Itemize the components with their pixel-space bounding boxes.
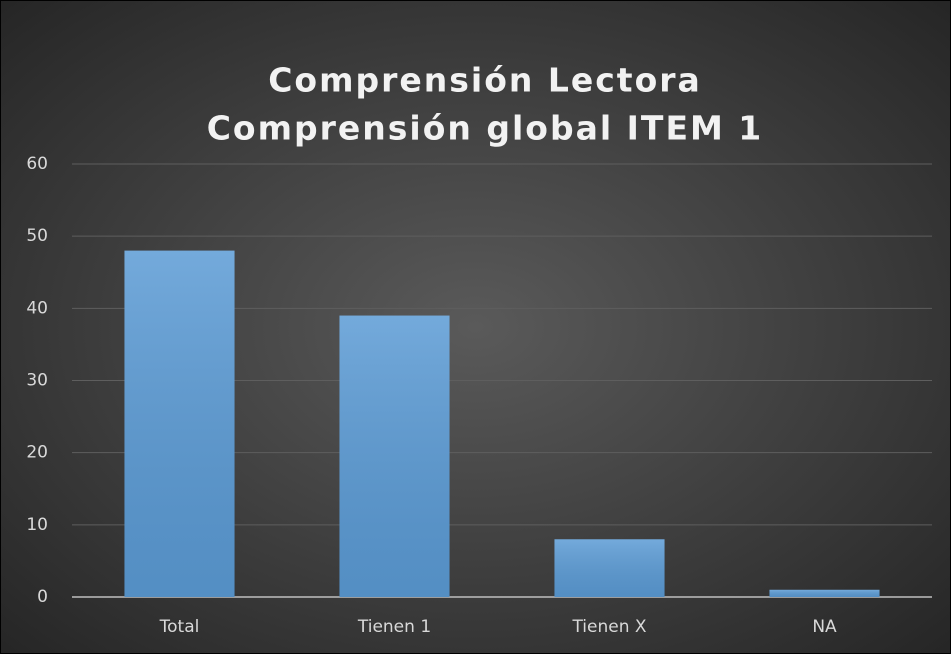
x-tick-label: Tienen X (571, 617, 646, 637)
y-tick-label: 20 (26, 443, 48, 463)
x-tick-label: Total (159, 617, 200, 637)
bar-shade (554, 539, 665, 597)
bar-shade (339, 315, 450, 597)
y-tick-label: 0 (37, 587, 48, 607)
y-tick-label: 40 (26, 298, 48, 318)
x-tick-label: Tienen 1 (357, 617, 431, 637)
y-tick-label: 10 (26, 515, 48, 535)
y-tick-label: 30 (26, 371, 48, 391)
chart-title: Comprensión Lectora (268, 61, 702, 100)
chart-title: Comprensión global ITEM 1 (207, 109, 764, 148)
y-tick-label: 50 (26, 226, 48, 246)
x-tick-label: NA (812, 617, 837, 637)
bar-shade (124, 250, 235, 597)
y-tick-label: 60 (26, 154, 48, 174)
bar-shade (769, 589, 880, 597)
